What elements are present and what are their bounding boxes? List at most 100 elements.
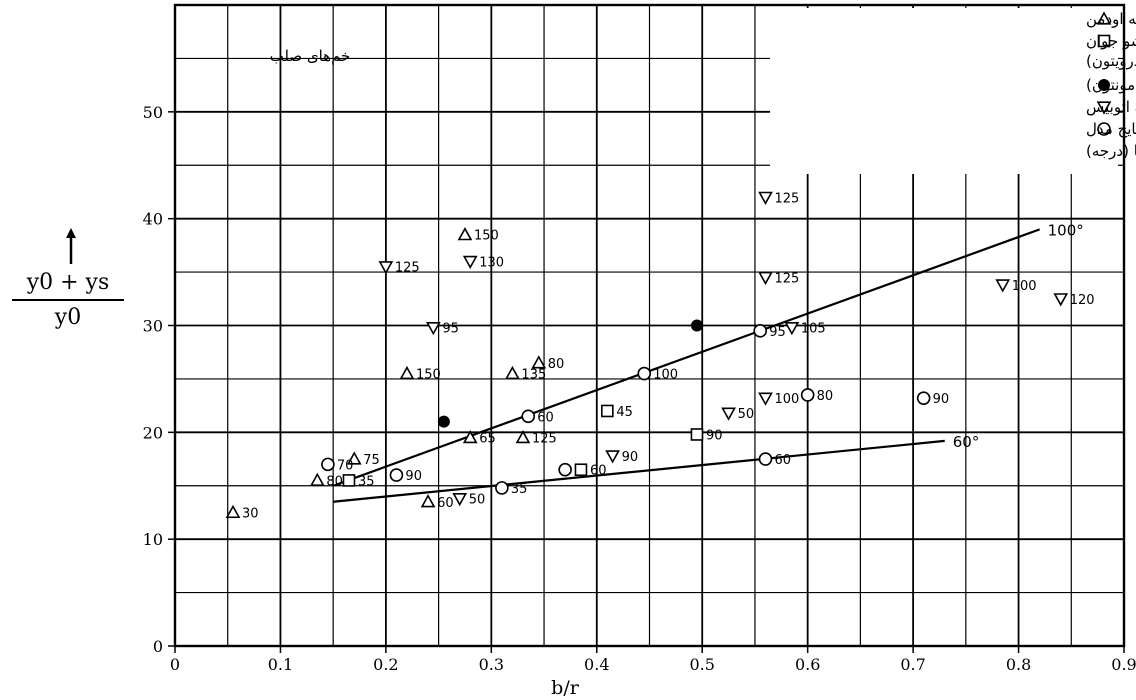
square-marker xyxy=(1097,34,1111,48)
open-circle-marker xyxy=(916,391,931,405)
point-label: 100 xyxy=(1012,279,1037,294)
point-label: 80 xyxy=(817,389,834,404)
triangle-down-marker xyxy=(758,191,773,205)
point-label: 125 xyxy=(774,191,799,206)
point-label: 125 xyxy=(395,261,420,276)
legend-background xyxy=(770,8,1118,174)
point-label: 135 xyxy=(521,368,546,383)
point-label: 95 xyxy=(442,322,459,337)
x-tick-label: 0.9 xyxy=(1111,655,1136,674)
legend-entry-label: رودخانه نوم سوشو جوان (ادمونتون) xyxy=(1086,76,1136,94)
triangle-down-marker xyxy=(758,271,773,286)
trend-line xyxy=(332,228,1041,487)
legend-entry-label: رودخانه اودمن xyxy=(1086,10,1136,28)
trend-line-label: 60° xyxy=(953,433,980,451)
point-label: 95 xyxy=(769,325,786,340)
data-points: 30 80 75 150 60 65 135 125 80 150 35 60 45 90 125 130 95… xyxy=(225,191,1095,521)
x-tick-label: 0.3 xyxy=(479,655,504,674)
x-tick-label: 0 xyxy=(170,655,180,674)
trend-line-label: 100° xyxy=(1048,221,1084,239)
triangle-up-marker xyxy=(457,227,473,241)
triangle-down-marker xyxy=(605,450,620,464)
legend-entry-label: رودخانه نوم سوشو جوان xyxy=(1086,32,1136,50)
open-circle-marker xyxy=(521,409,536,424)
y-tick-label: 30 xyxy=(143,317,163,336)
triangle-up-marker xyxy=(462,430,478,444)
open-circle-marker xyxy=(495,481,509,495)
rigid-bends-annotation: خم‌های صلب xyxy=(270,47,351,65)
point-label: 50 xyxy=(469,493,486,508)
triangle-up-marker xyxy=(531,355,547,369)
legend: رودخانه اودمن رودخانه نوم سوشو جوان (دره د… xyxy=(770,8,1136,174)
point-label: 80 xyxy=(548,357,565,372)
triangle-up-marker xyxy=(346,451,362,465)
open-circle-marker xyxy=(800,388,815,402)
point-label: 100 xyxy=(774,392,799,407)
point-label: 120 xyxy=(1070,293,1095,308)
y-axis-label-fraction-bar xyxy=(12,299,124,301)
triangle-up-marker xyxy=(515,430,531,444)
y-tick-label: 0 xyxy=(153,637,163,656)
y-tick-label: 10 xyxy=(143,530,163,549)
x-tick-label: 0.5 xyxy=(689,655,714,674)
point-label: 90 xyxy=(706,428,723,443)
triangle-up-marker xyxy=(309,472,325,487)
triangle-down-marker xyxy=(1053,293,1069,307)
point-label: 45 xyxy=(616,405,633,420)
filled-circle-marker xyxy=(437,415,450,428)
point-label: 90 xyxy=(622,450,639,465)
triangle-up-marker xyxy=(225,504,241,519)
triangle-down-marker xyxy=(758,392,773,406)
open-circle-marker xyxy=(1097,122,1111,136)
legend-entry-label: (دره درویتون) xyxy=(1086,52,1136,70)
y-axis-arrow-icon xyxy=(66,228,76,264)
point-label: 105 xyxy=(801,322,826,337)
x-tick-label: 0.4 xyxy=(584,655,609,674)
point-label: 60 xyxy=(537,410,554,425)
square-marker xyxy=(690,428,704,441)
point-label: 60 xyxy=(590,464,607,479)
open-circle-marker xyxy=(637,366,652,381)
point-label: 125 xyxy=(774,271,799,286)
x-tick-label: 0.2 xyxy=(373,655,398,674)
legend-entry-label: اعداد زاویه داخلی خم‌ها (درجه) xyxy=(1086,142,1136,160)
open-circle-marker xyxy=(389,468,404,482)
point-label: 70 xyxy=(337,458,354,473)
point-label: 80 xyxy=(326,474,343,489)
triangle-up-marker xyxy=(1096,11,1112,25)
square-marker xyxy=(342,474,356,487)
trend-line xyxy=(333,439,945,503)
open-circle-marker xyxy=(558,462,572,477)
x-tick-label: 0.7 xyxy=(900,655,925,674)
point-label: 100 xyxy=(653,368,678,383)
legend-entry-label: رودخانه اتوبیس xyxy=(1086,98,1136,116)
trend-lines: 100° 60° xyxy=(332,221,1084,503)
triangle-down-marker xyxy=(1096,101,1112,115)
point-label: 90 xyxy=(933,392,950,407)
open-circle-marker xyxy=(758,452,773,466)
triangle-down-marker xyxy=(995,279,1011,293)
filled-circle-marker xyxy=(690,319,703,332)
triangle-down-marker xyxy=(784,322,800,336)
axis-ticks: 0 0.1 0.2 0.3 0.4 0.5 0.6 0.7 0.8 0.9 0 10 20 30 40 50 xyxy=(143,103,1136,674)
point-label: 65 xyxy=(479,432,496,447)
triangle-down-marker xyxy=(378,261,394,275)
y-tick-label: 50 xyxy=(143,103,163,122)
triangle-up-marker xyxy=(420,494,436,508)
open-circle-marker xyxy=(321,457,335,472)
square-marker xyxy=(601,404,614,418)
triangle-down-marker xyxy=(462,255,478,270)
x-axis-label: b/r xyxy=(551,677,580,699)
triangle-down-marker xyxy=(452,492,468,507)
point-label: 35 xyxy=(511,482,528,497)
point-label: 130 xyxy=(479,255,504,270)
point-label: 30 xyxy=(242,506,259,521)
point-label: 150 xyxy=(416,368,441,383)
y-axis-label-numerator: y0 + ys xyxy=(26,270,110,295)
legend-entry-label: تایج مدل xyxy=(1086,120,1136,138)
x-tick-label: 0.8 xyxy=(1006,655,1031,674)
point-label: 125 xyxy=(532,432,557,447)
triangle-down-marker xyxy=(425,322,441,336)
point-label: 35 xyxy=(358,474,375,489)
